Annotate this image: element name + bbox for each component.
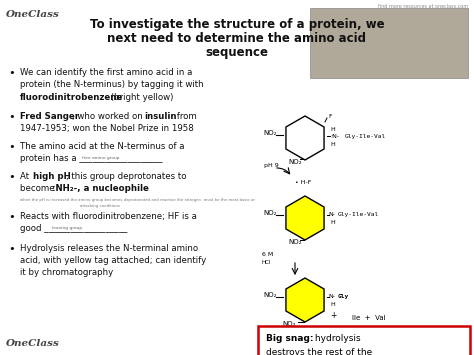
Text: Gly-Ile-Val: Gly-Ile-Val [345,134,386,139]
Text: Gly-Ile-Val: Gly-Ile-Val [338,212,379,217]
Text: insulin: insulin [144,112,176,121]
Text: , who worked on: , who worked on [72,112,146,121]
Text: next need to determine the amino acid: next need to determine the amino acid [108,32,366,45]
Polygon shape [286,278,324,322]
Text: We can identify the first amino acid in a
protein (the N-terminus) by tagging it: We can identify the first amino acid in … [20,68,204,89]
Text: •: • [8,68,15,78]
Text: free amino group: free amino group [82,156,119,160]
Polygon shape [286,116,324,160]
Text: Reacts with fluorodinitrobenzene; HF is a
good ___________________: Reacts with fluorodinitrobenzene; HF is … [20,212,197,233]
Text: leaving group: leaving group [52,226,82,230]
Text: NO₂: NO₂ [263,130,276,136]
FancyBboxPatch shape [258,326,470,355]
Text: F: F [328,114,332,119]
Text: attacking conditions: attacking conditions [80,204,120,208]
Text: OneClass: OneClass [6,10,60,19]
Text: Fred Sanger: Fred Sanger [20,112,79,121]
Text: from: from [174,112,197,121]
Text: •: • [8,172,15,182]
Text: NO₂: NO₂ [288,239,301,245]
Text: find more resources at oneclass.com: find more resources at oneclass.com [378,4,468,9]
Text: The amino acid at the N-terminus of a
protein has a ___________________: The amino acid at the N-terminus of a pr… [20,142,184,163]
Text: H: H [330,142,335,147]
Text: hydrolysis: hydrolysis [312,334,361,343]
Text: Ile  +  Val: Ile + Val [352,315,386,321]
Text: •: • [8,142,15,152]
Text: (bright yellow): (bright yellow) [108,93,173,102]
Text: NO₂: NO₂ [282,321,295,327]
Text: OneClass: OneClass [6,339,60,348]
Text: To investigate the structure of a protein, we: To investigate the structure of a protei… [90,18,384,31]
Text: •: • [8,244,15,254]
Text: destroys the rest of the: destroys the rest of the [266,348,372,355]
Text: • H-F: • H-F [295,180,311,185]
Text: pH 9: pH 9 [264,163,279,168]
Text: 6 M: 6 M [262,252,273,257]
Text: N-: N- [328,212,335,217]
Text: high pH: high pH [33,172,71,181]
Text: HCl: HCl [262,261,272,266]
Text: when the pH is increased the amino group becomes deprotonated and reactive the n: when the pH is increased the amino group… [20,198,255,202]
Text: become: become [20,184,57,193]
Text: Hydrolysis releases the N-terminal amino
acid, with yellow tag attached; can ide: Hydrolysis releases the N-terminal amino… [20,244,206,277]
Text: +: + [330,311,337,320]
Text: sequence: sequence [206,46,268,59]
Text: Big snag:: Big snag: [266,334,313,343]
Text: •: • [8,212,15,222]
Text: NO₂: NO₂ [263,210,276,216]
Text: Gly: Gly [338,294,349,299]
Text: NO₂: NO₂ [288,159,301,165]
Text: :N-: :N- [330,134,339,139]
Text: , this group deprotonates to: , this group deprotonates to [66,172,186,181]
Text: 1947-1953; won the Nobel Prize in 1958: 1947-1953; won the Nobel Prize in 1958 [20,124,194,133]
Text: At: At [20,172,32,181]
Text: N-: N- [328,294,335,299]
Text: H: H [330,220,335,225]
Polygon shape [286,196,324,240]
FancyBboxPatch shape [310,8,468,78]
Text: find more resources at oneclass.com: find more resources at oneclass.com [378,347,468,352]
Text: NO₂: NO₂ [263,292,276,298]
Text: :NH₂-, a nucleophile: :NH₂-, a nucleophile [52,184,149,193]
Text: fluorodinitrobenzene: fluorodinitrobenzene [20,93,123,102]
Text: •: • [8,112,15,122]
Text: H: H [330,127,335,132]
Text: H: H [330,302,335,307]
